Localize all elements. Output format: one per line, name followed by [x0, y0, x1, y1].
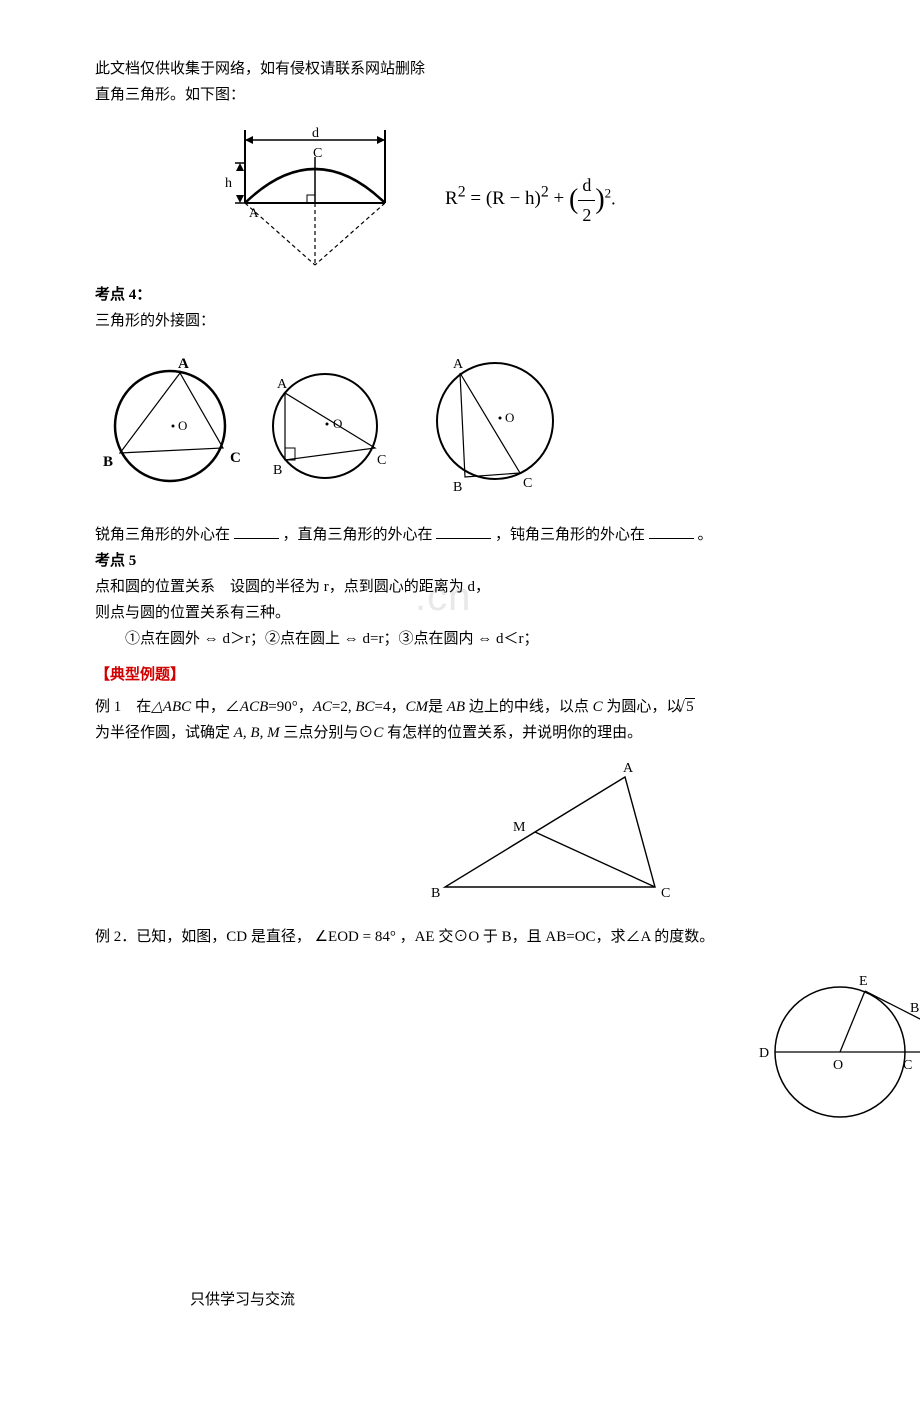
ex1-C: C — [661, 886, 670, 901]
blank-2[interactable] — [436, 523, 491, 539]
right-circumcircle: O A B C — [245, 348, 405, 498]
circumcircle-row: O A B C O A B C O A B C — [95, 343, 920, 503]
example1-text: 例 1 在△ABC 中，∠ACB=90°，AC=2, BC=4，CM是 AB 边… — [95, 695, 920, 719]
svg-text:A: A — [178, 356, 189, 372]
ex1-m1b: =90°， — [268, 699, 312, 715]
svg-text:B: B — [103, 454, 113, 470]
ex2-D: D — [759, 1046, 769, 1061]
kp5-line1: 点和圆的位置关系 设圆的半径为 r，点到圆心的距离为 d， — [95, 575, 920, 599]
ex1-m3: =4， — [375, 699, 406, 715]
example2-text: 例 2．已知，如图，CD 是直径， ∠EOD = 84° ，AE 交⊙O 于 B… — [95, 925, 920, 949]
ex2-O: O — [833, 1058, 843, 1073]
sqrt5: 5 — [685, 698, 695, 715]
ex2-Bl: B — [910, 1001, 919, 1016]
ex2-Cl: C — [903, 1058, 912, 1073]
ex1-m8: 三点分别与⊙ — [280, 725, 374, 741]
ex2-diagram: E B D O C A — [745, 957, 920, 1127]
d-label: d — [312, 126, 319, 141]
kp5-line2: 则点与圆的位置关系有三种。 — [95, 601, 920, 625]
fill-mid2: ，钝角三角形的外心在 — [495, 527, 645, 543]
blank-1[interactable] — [234, 523, 279, 539]
kp5-line3: ①点在圆外 ⇔ d＞r；②点在圆上 ⇔ d=r；③点在圆内 ⇔ d＜r； — [125, 627, 920, 651]
a-label: A — [249, 205, 259, 220]
ex2-E: E — [859, 974, 868, 989]
ex1-m2: =2, — [332, 699, 355, 715]
kp5-title: 考点 5 — [95, 549, 920, 573]
ex1-cm: CM — [406, 699, 429, 715]
examples-header: 【典型例题】 — [95, 663, 920, 687]
svg-text:A: A — [277, 377, 288, 392]
kp4-fill-blanks: 锐角三角形的外心在 ，直角三角形的外心在 ，钝角三角形的外心在 。 — [95, 523, 920, 547]
ex2-mid: ，AE 交⊙O 于 B，且 AB=OC，求∠A 的度数。 — [400, 929, 715, 945]
header-notice: 此文档仅供收集于网络，如有侵权请联系网站删除 — [95, 57, 920, 81]
ex1-m6: 为圆心，以 — [603, 699, 682, 715]
ex1-A: A — [623, 761, 634, 776]
kp5-l1a: 点和圆的位置关系 — [95, 579, 215, 595]
header-line2: 直角三角形。如下图： — [95, 83, 920, 107]
svg-text:C: C — [230, 450, 241, 466]
ex1-tri: △ABC — [151, 699, 191, 715]
obtuse-circumcircle: O A B C — [405, 343, 575, 503]
ex1-M: M — [513, 820, 526, 835]
svg-text:B: B — [453, 480, 462, 495]
svg-text:O: O — [178, 418, 187, 433]
svg-text:B: B — [273, 463, 282, 478]
ex1-diagram-wrap: A B C M — [95, 757, 920, 907]
ex1-abm: A, B, M — [234, 725, 280, 741]
fill-end: 。 — [698, 527, 713, 543]
ex1-c: C — [593, 699, 603, 715]
ex1-m1: 中，∠ — [191, 699, 240, 715]
ex1-m9: 有怎样的位置关系，并说明你的理由。 — [383, 725, 642, 741]
radius-formula: R2 = (R − h)2 + (d2)2. — [445, 171, 616, 230]
example1-text-2: 为半径作圆，试确定 A, B, M 三点分别与⊙C 有怎样的位置关系，并说明你的… — [95, 721, 920, 745]
kp5-l1b: 设圆的半径为 r，点到圆心的距离为 d， — [230, 579, 490, 595]
svg-text:C: C — [377, 453, 386, 468]
ex1-ab: AB — [447, 699, 465, 715]
ex1-acb: ACB — [240, 699, 268, 715]
svg-text:A: A — [453, 357, 464, 372]
arch-figure-row: d C h A R2 = (R − h)2 + (d2)2. — [205, 125, 920, 275]
svg-text:O: O — [505, 410, 514, 425]
kp4-title: 考点 4： — [95, 283, 920, 307]
fill-mid: ，直角三角形的外心在 — [283, 527, 433, 543]
ex1-ac: AC — [313, 699, 332, 715]
arch-diagram: d C h A — [205, 125, 405, 275]
h-label: h — [225, 176, 232, 191]
fill-pre: 锐角三角形的外心在 — [95, 527, 230, 543]
blank-3[interactable] — [649, 523, 694, 539]
ex1-m7: 为半径作圆，试确定 — [95, 725, 234, 741]
ex2-pre: 例 2．已知，如图，CD 是直径， — [95, 929, 311, 945]
ex1-c2: C — [373, 725, 383, 741]
page-footer: 只供学习与交流 — [190, 1288, 295, 1312]
svg-text:C: C — [523, 476, 532, 491]
ex1-bc: BC — [355, 699, 374, 715]
ex2-diagram-wrap: E B D O C A — [95, 957, 920, 1127]
ex1-m4: 是 — [428, 699, 447, 715]
ex1-B: B — [431, 886, 440, 901]
ex1-m5: 边上的中线，以点 — [465, 699, 593, 715]
acute-circumcircle: O A B C — [95, 348, 245, 498]
ex1-diagram: A B C M — [405, 757, 705, 907]
ex2-angle: ∠EOD = 84° — [315, 929, 396, 945]
ex1-pre: 例 1 在 — [95, 699, 151, 715]
kp4-subtitle: 三角形的外接圆： — [95, 309, 920, 333]
svg-text:O: O — [333, 416, 342, 431]
